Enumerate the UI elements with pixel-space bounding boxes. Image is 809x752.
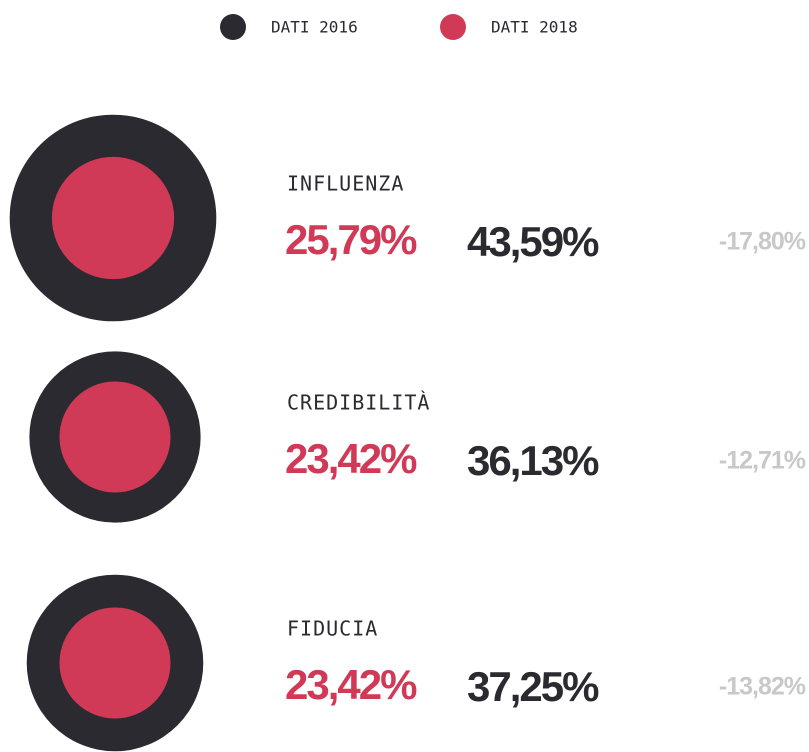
legend-label: DATI 2018 <box>491 18 578 37</box>
legend-swatch <box>440 14 466 40</box>
value-2016: 43,59% <box>467 218 599 265</box>
value-2018: 23,42% <box>285 661 417 708</box>
value-circle <box>59 381 171 493</box>
difference: -13,82% <box>719 673 806 701</box>
legend-swatch <box>220 14 246 40</box>
value-circle <box>51 156 175 280</box>
category-label: FIDUCIA <box>287 617 378 641</box>
value-circle <box>59 607 171 719</box>
value-2016: 36,13% <box>467 437 599 484</box>
category-label: CREDIBILITÀ <box>287 391 430 415</box>
legend-label: DATI 2016 <box>271 18 358 37</box>
value-2018: 23,42% <box>285 435 417 482</box>
difference: -12,71% <box>719 447 806 475</box>
category-label: INFLUENZA <box>287 172 404 196</box>
difference: -17,80% <box>719 228 806 256</box>
value-2016: 37,25% <box>467 663 599 710</box>
value-2018: 25,79% <box>285 216 417 263</box>
